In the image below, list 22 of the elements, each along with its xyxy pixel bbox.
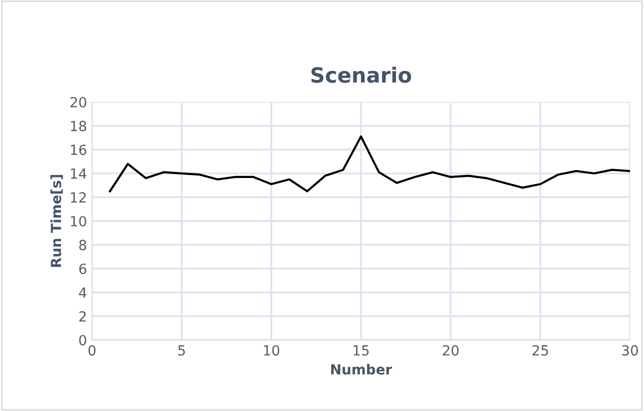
x-tick-label: 30 xyxy=(622,345,638,356)
line-series xyxy=(108,135,630,192)
y-tick-label: 14 xyxy=(70,168,86,179)
y-axis-title: Run Time[s] xyxy=(50,174,63,267)
y-tick-label: 10 xyxy=(70,216,86,226)
y-tick-label: 12 xyxy=(70,192,86,202)
x-tick-label: 20 xyxy=(442,345,459,356)
x-tick-label: 25 xyxy=(532,345,548,356)
y-tick-label: 0 xyxy=(79,334,86,346)
x-tick-label: 5 xyxy=(178,345,185,356)
y-tick-label: 6 xyxy=(79,264,86,274)
x-tick-label: 15 xyxy=(354,345,369,356)
y-tick-label: 8 xyxy=(79,240,86,250)
x-axis-title: Number xyxy=(331,364,392,375)
y-tick-label: 4 xyxy=(78,288,86,298)
y-tick-label: 2 xyxy=(79,311,86,322)
y-tick-label: 16 xyxy=(70,144,86,156)
y-tick-label: 20 xyxy=(70,96,86,108)
x-tick-label: 10 xyxy=(264,345,280,356)
y-tick-label: 18 xyxy=(70,120,86,132)
x-tick-label: 0 xyxy=(88,345,96,356)
chart-title: Scenario xyxy=(311,66,412,83)
